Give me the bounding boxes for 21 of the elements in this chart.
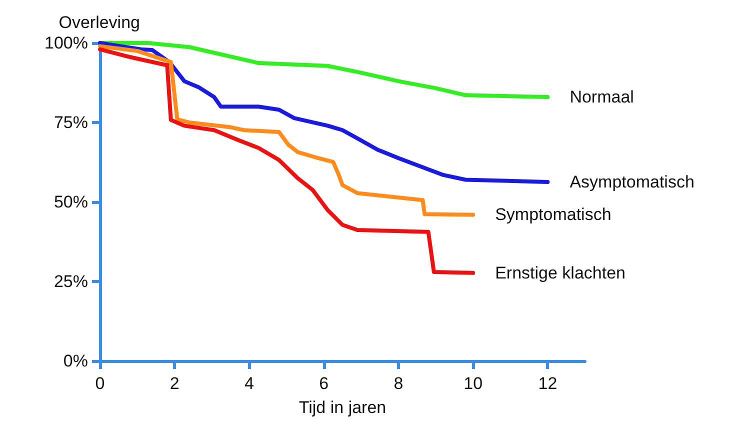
x-axis-title: Tijd in jaren (298, 398, 386, 417)
y-axis-title: Overleving (58, 13, 140, 32)
x-tick-label: 4 (244, 374, 254, 393)
x-tick-label: 2 (170, 374, 180, 393)
y-tick-label: 0% (63, 352, 88, 370)
series-label: Normaal (570, 88, 634, 107)
series-label: Symptomatisch (495, 205, 612, 224)
line-series (98, 41, 550, 184)
x-tick-label: 10 (464, 374, 483, 393)
series-label: Ernstige klachten (495, 263, 626, 282)
line-series (98, 44, 476, 217)
x-tick-label: 8 (394, 374, 404, 393)
line-series (98, 47, 476, 275)
x-tick-label: 0 (95, 374, 105, 393)
y-tick-label: 50% (54, 192, 88, 212)
y-tick-label: 100% (44, 34, 88, 52)
x-tick-label: 12 (538, 374, 558, 393)
y-tick-label: 25% (54, 272, 88, 291)
y-tick-label: 75% (54, 113, 88, 132)
x-tick-label: 6 (319, 374, 329, 393)
series-label: Asymptomatisch (570, 172, 694, 192)
